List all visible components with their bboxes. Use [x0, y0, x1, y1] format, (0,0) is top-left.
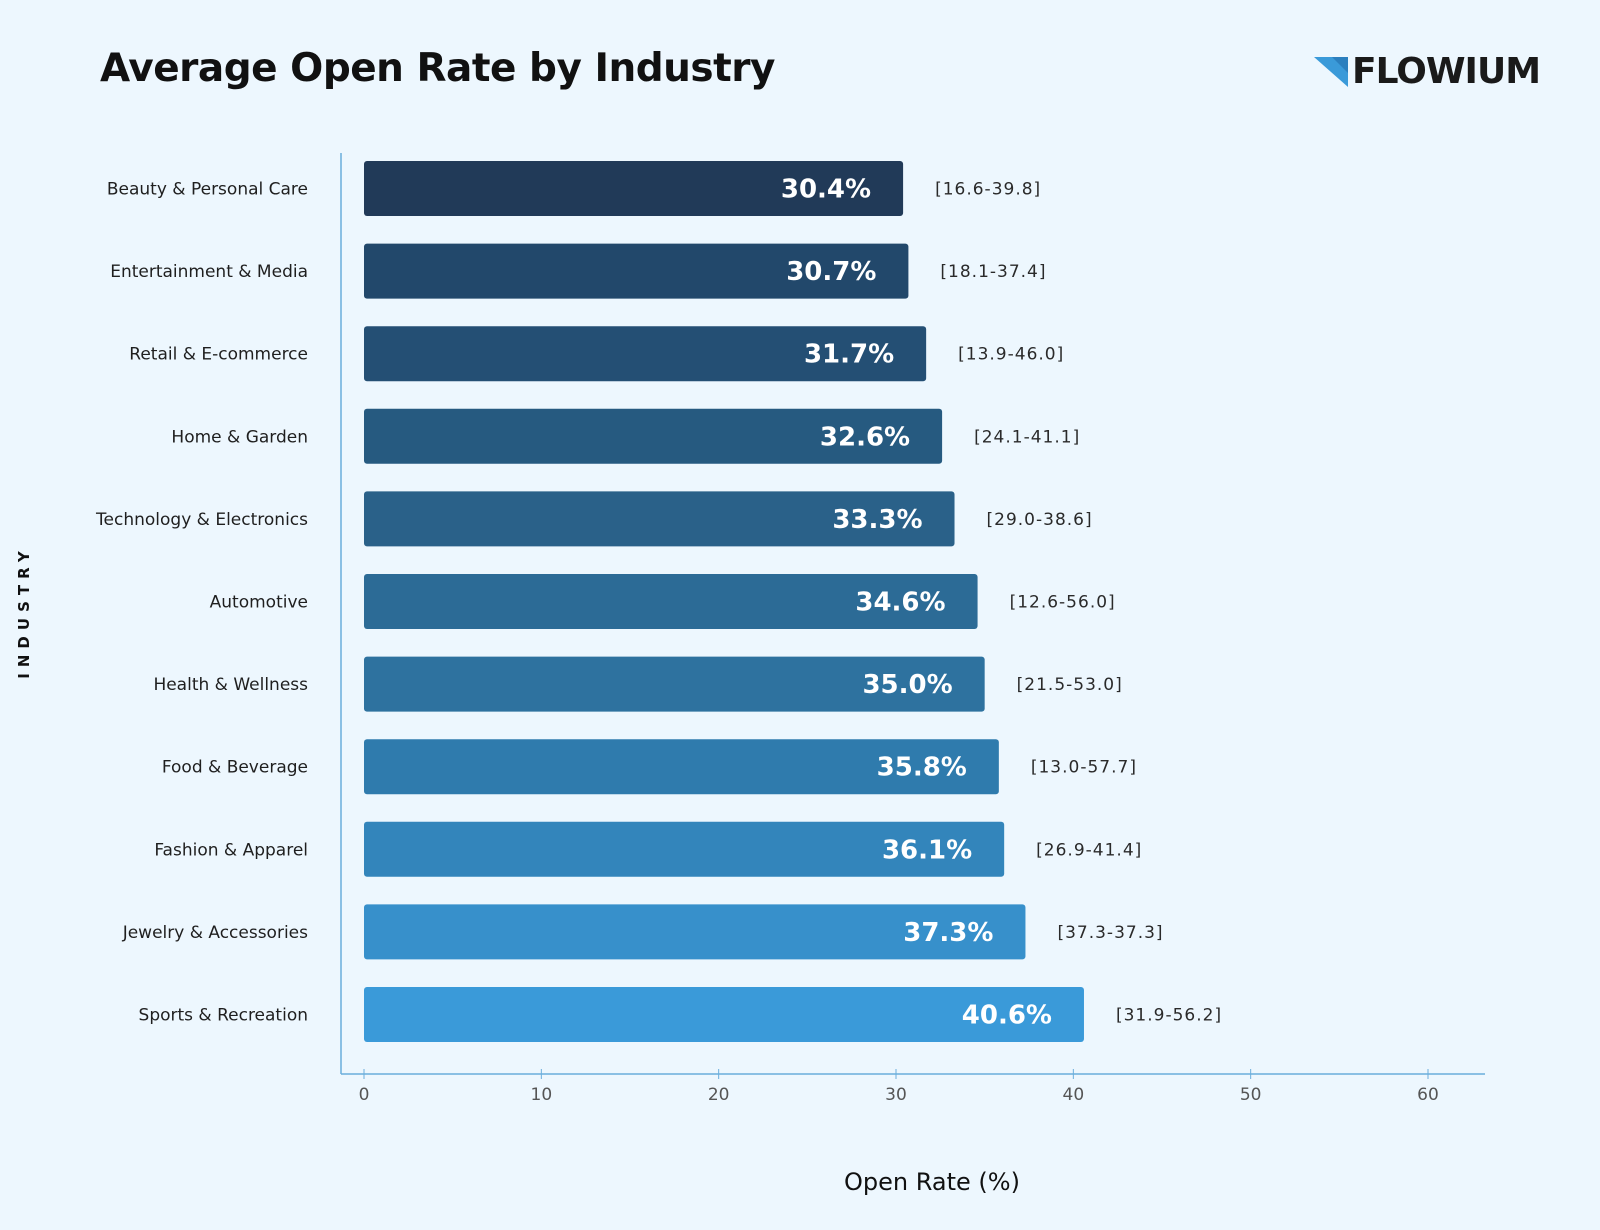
bar-value-label: 33.3% — [832, 505, 922, 535]
range-label: [13.0-57.7] — [1031, 758, 1137, 778]
brand-logo: FLOWIUM — [1314, 51, 1541, 92]
bar-value-label: 30.7% — [786, 257, 876, 287]
bar — [364, 491, 955, 547]
bar — [364, 739, 999, 795]
bar-value-label: 40.6% — [962, 1001, 1052, 1031]
range-label: [13.9-46.0] — [958, 345, 1064, 365]
x-tick-label: 40 — [1063, 1085, 1085, 1105]
bar-value-label: 36.1% — [882, 835, 972, 865]
bar-value-label: 34.6% — [855, 588, 945, 618]
range-label: [12.6-56.0] — [1010, 593, 1116, 613]
range-label: [24.1-41.1] — [974, 427, 1080, 447]
range-label: [29.0-38.6] — [987, 510, 1093, 530]
category-label: Technology & Electronics — [95, 510, 308, 530]
bar — [364, 243, 909, 299]
x-tick-label: 10 — [531, 1085, 553, 1105]
bar — [364, 408, 943, 464]
bar-value-label: 37.3% — [903, 918, 993, 948]
bar-value-label: 31.7% — [804, 340, 894, 370]
category-label: Beauty & Personal Care — [107, 180, 308, 200]
bar-value-label: 30.4% — [781, 175, 871, 205]
bar-value-label: 35.8% — [877, 753, 967, 783]
category-label: Home & Garden — [171, 427, 308, 447]
range-label: [31.9-56.2] — [1116, 1006, 1222, 1026]
category-label: Retail & E-commerce — [129, 345, 308, 365]
triangle-flag-icon — [1314, 57, 1348, 87]
range-label: [26.9-41.4] — [1036, 840, 1142, 860]
range-label: [21.5-53.0] — [1017, 675, 1123, 695]
category-label: Entertainment & Media — [110, 262, 308, 282]
x-tick-label: 30 — [885, 1085, 907, 1105]
category-label: Automotive — [210, 593, 308, 613]
bar — [364, 161, 904, 216]
bar — [364, 821, 1005, 877]
bar — [364, 904, 1026, 960]
bar — [364, 574, 978, 629]
chart-title: Average Open Rate by Industry — [100, 46, 775, 91]
category-label: Health & Wellness — [153, 675, 308, 695]
category-label: Sports & Recreation — [139, 1006, 308, 1026]
category-label: Food & Beverage — [162, 758, 308, 778]
bar — [364, 326, 927, 382]
range-label: [16.6-39.8] — [935, 180, 1041, 200]
range-label: [18.1-37.4] — [940, 262, 1046, 282]
category-label: Jewelry & Accessories — [122, 923, 308, 943]
x-tick-label: 0 — [359, 1085, 370, 1105]
bar — [364, 987, 1084, 1042]
bar — [364, 656, 985, 712]
range-label: [37.3-37.3] — [1057, 923, 1163, 943]
x-axis-title: Open Rate (%) — [844, 1168, 1020, 1196]
x-tick-label: 20 — [708, 1085, 730, 1105]
x-tick-label: 60 — [1417, 1085, 1439, 1105]
bar-value-label: 35.0% — [862, 670, 952, 700]
bar-value-label: 32.6% — [820, 422, 910, 452]
x-tick-label: 50 — [1240, 1085, 1262, 1105]
category-label: Fashion & Apparel — [154, 840, 308, 860]
brand-name: FLOWIUM — [1352, 51, 1541, 92]
